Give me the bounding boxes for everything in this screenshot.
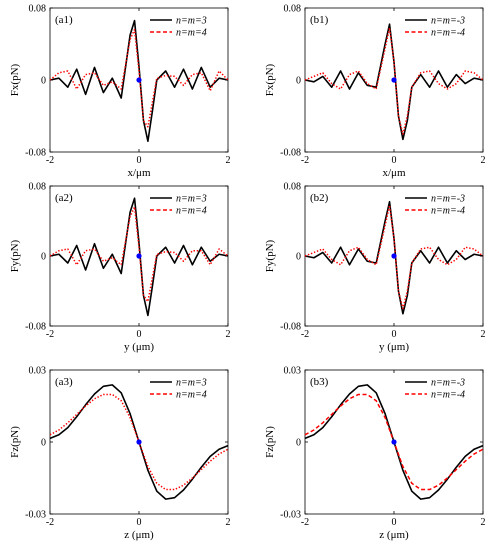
legend-label-1: n=m=-3 [431, 194, 465, 205]
panel-a3: -2 0 2 -0.03 0 0.03 z (μm) Fz(pN) (a3) n=m=3n=m=4 [9, 366, 231, 542]
x-tick-label: 2 [226, 329, 231, 340]
panel-label: (a3) [55, 376, 73, 388]
legend-label-1: n=m=-3 [431, 378, 465, 389]
x-tick-label: 2 [481, 155, 486, 166]
y-tick-label: 0.08 [29, 182, 47, 193]
panel-label: (b1) [310, 14, 329, 26]
y-tick-label: 0 [41, 76, 46, 87]
legend-label-2: n=m=4 [176, 206, 207, 217]
legend-label-2: n=m=-4 [431, 28, 465, 39]
y-tick-label: -0.08 [280, 148, 301, 159]
x-tick-label: -2 [301, 155, 309, 166]
x-tick-label: 0 [392, 517, 397, 528]
y-tick-label: 0.08 [29, 4, 47, 15]
origin-marker [391, 439, 397, 445]
series-line-2 [304, 27, 484, 135]
y-axis-label: Fx(pN) [9, 63, 21, 96]
panel-label: (a1) [55, 14, 73, 26]
y-tick-label: -0.03 [25, 510, 46, 521]
y-tick-label: 0.08 [284, 4, 302, 15]
legend-label-1: n=m=3 [176, 194, 207, 205]
x-tick-label: -2 [46, 517, 54, 528]
y-tick-label: 0 [296, 76, 301, 87]
x-axis-label: y (μm) [379, 341, 409, 353]
series-line-2 [49, 206, 229, 303]
y-axis-label: Fz(pN) [9, 426, 21, 458]
x-tick-label: 0 [137, 329, 142, 340]
x-axis-label: z (μm) [124, 529, 154, 541]
y-tick-label: 0 [41, 438, 46, 449]
x-axis-label: x/μm [382, 167, 405, 179]
y-axis-label: Fx(pN) [264, 63, 276, 96]
series-line-2 [304, 204, 484, 310]
origin-marker [136, 77, 142, 83]
legend-label-2: n=m=4 [176, 390, 207, 401]
y-axis-label: Fy(pN) [264, 239, 276, 272]
x-tick-label: 2 [481, 517, 486, 528]
y-tick-label: 0 [296, 438, 301, 449]
y-tick-label: 0.03 [29, 366, 47, 377]
x-tick-label: 0 [392, 329, 397, 340]
origin-marker [136, 253, 142, 259]
panel-b1: -2 0 2 -0.08 0 0.08 x/μm Fx(pN) (b1) n=m=-3n=m=-4 [264, 4, 486, 180]
legend-label-1: n=m=-3 [431, 16, 465, 27]
y-axis-label: Fy(pN) [9, 239, 21, 272]
x-axis-label: y (μm) [124, 341, 154, 353]
x-tick-label: 0 [392, 155, 397, 166]
x-tick-label: -2 [301, 517, 309, 528]
x-tick-label: 2 [481, 329, 486, 340]
series-line-2 [49, 28, 229, 128]
panel-label: (b3) [310, 376, 329, 388]
y-tick-label: 0.08 [284, 182, 302, 193]
y-tick-label: -0.08 [280, 322, 301, 333]
panel-a2: -2 0 2 -0.08 0 0.08 y (μm) Fy(pN) (a2) n=m=3n=m=4 [9, 182, 231, 354]
x-tick-label: -2 [301, 329, 309, 340]
y-tick-label: 0 [41, 252, 46, 263]
y-tick-label: -0.03 [280, 510, 301, 521]
x-axis-label: x/μm [127, 167, 150, 179]
y-tick-label: -0.08 [25, 148, 46, 159]
y-tick-label: 0 [296, 252, 301, 263]
panel-label: (b2) [310, 192, 329, 204]
origin-marker [391, 253, 397, 259]
x-tick-label: 0 [137, 155, 142, 166]
origin-marker [136, 439, 142, 445]
x-tick-label: -2 [46, 155, 54, 166]
legend-label-2: n=m=4 [176, 28, 207, 39]
legend-label-2: n=m=-4 [431, 390, 465, 401]
x-tick-label: 2 [226, 517, 231, 528]
panel-b3: -2 0 2 -0.03 0 0.03 z (μm) Fz(pN) (b3) n=m=-3n=m=… [264, 366, 486, 542]
series-line-1 [304, 23, 484, 141]
y-axis-label: Fz(pN) [264, 426, 276, 458]
x-tick-label: 2 [226, 155, 231, 166]
x-tick-label: 0 [137, 517, 142, 528]
origin-marker [391, 77, 397, 83]
x-tick-label: -2 [46, 329, 54, 340]
legend-label-1: n=m=3 [176, 16, 207, 27]
x-axis-label: z (μm) [379, 529, 409, 541]
legend-label-2: n=m=-4 [431, 206, 465, 217]
panel-a1: -2 0 2 -0.08 0 0.08 x/μm Fx(pN) (a1) n=m=3n=m=4 [9, 4, 231, 180]
legend-label-1: n=m=3 [176, 378, 207, 389]
y-tick-label: 0.03 [284, 366, 302, 377]
panel-label: (a2) [55, 192, 73, 204]
y-tick-label: -0.08 [25, 322, 46, 333]
panel-b2: -2 0 2 -0.08 0 0.08 y (μm) Fy(pN) (b2) n=m=-3n=m=… [264, 182, 486, 354]
